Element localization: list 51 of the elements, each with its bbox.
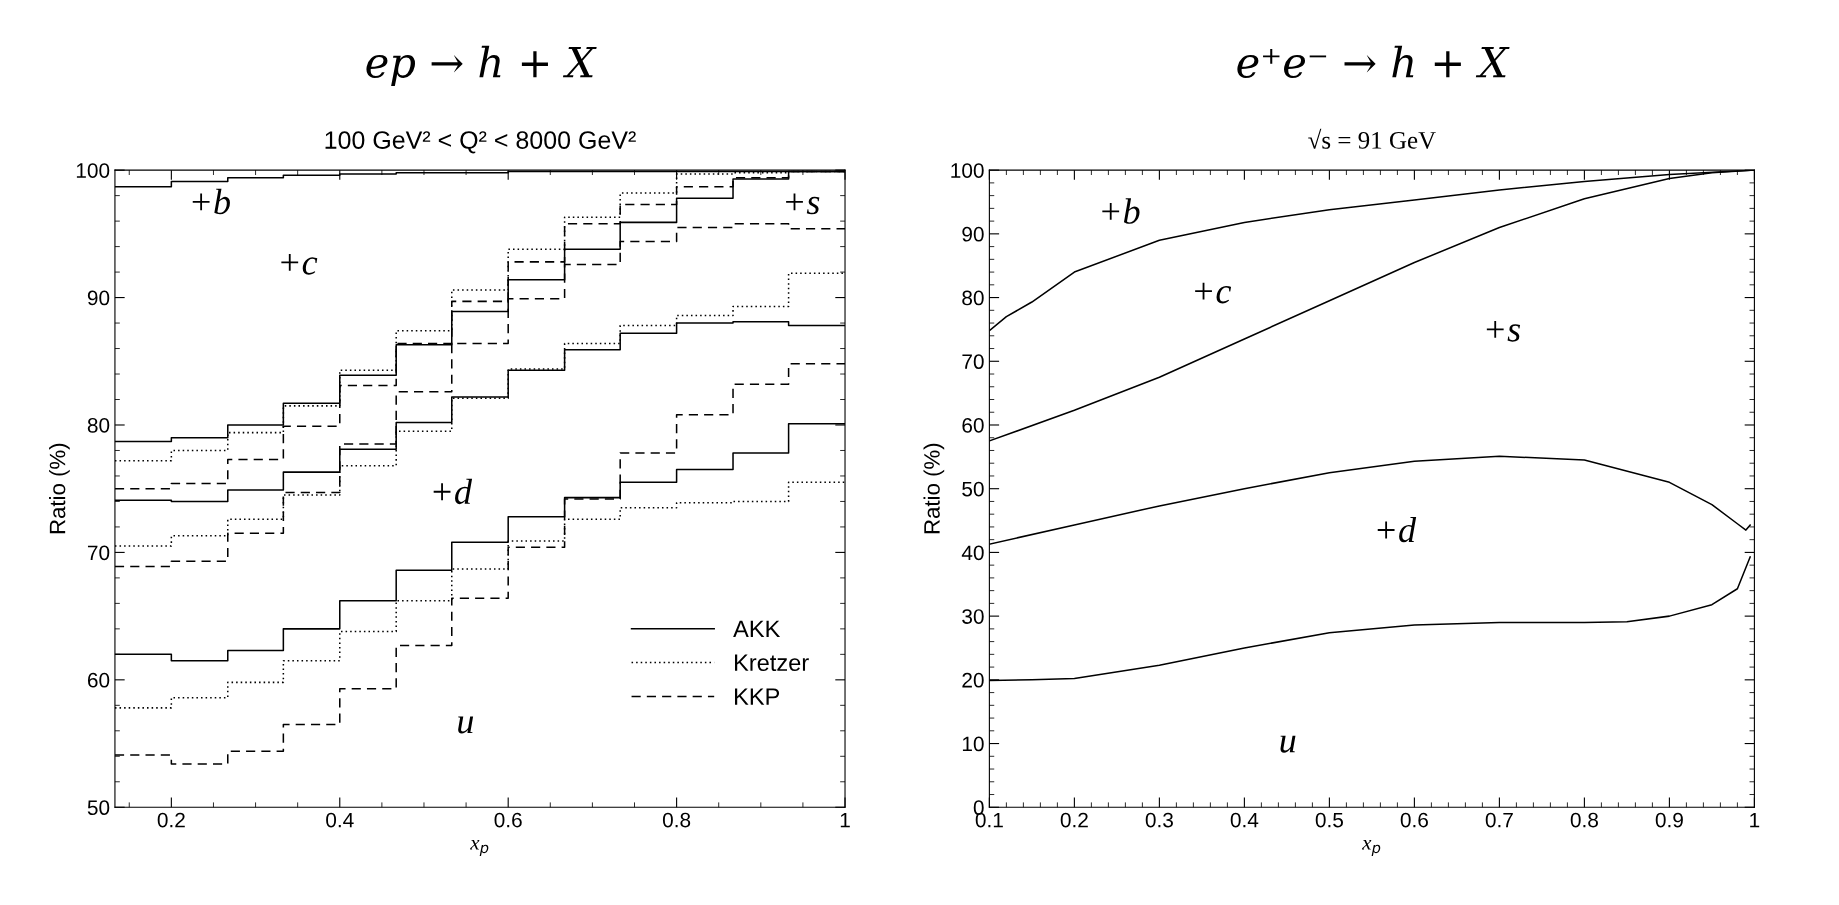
y-tick-label: 70 (87, 545, 110, 561)
chart-title: e⁺e⁻ → h + X (1237, 45, 1510, 78)
x-axis-title: x$_{p}$ (1361, 839, 1381, 856)
chart-title: ep → h + X (366, 45, 597, 86)
legend-label: Kretzer (735, 654, 809, 672)
x-tick-label: 0.4 (326, 812, 354, 828)
x-tick-label: 0.7 (1485, 812, 1513, 828)
x-tick-label: 0.3 (1145, 812, 1173, 828)
y-tick-label: 50 (87, 800, 110, 816)
annotation: +d (1377, 516, 1417, 543)
y-tick-label: 80 (962, 290, 984, 306)
x-tick-label: 0.4 (1230, 812, 1259, 828)
x-tick-label: 0.6 (494, 812, 522, 828)
annotation: +d (433, 478, 473, 505)
y-tick-label: 100 (951, 163, 984, 178)
y-tick-label: 80 (87, 417, 110, 433)
chart-subtitle: 100 GeV² < Q² < 8000 GeV² (325, 131, 636, 154)
annotation: +s (1486, 320, 1521, 342)
annotation: +c (281, 253, 318, 275)
x-tick-label: 0.6 (1400, 812, 1428, 828)
x-tick-label: 1 (1750, 812, 1760, 828)
y-tick-label: 40 (961, 545, 984, 561)
chart-subtitle: √s = 91 GeV (1308, 128, 1436, 149)
y-tick-label: 90 (962, 226, 984, 242)
x-axis-title: x$_{p}$ (470, 839, 489, 856)
annotation: +b (192, 188, 230, 215)
y-tick-label: 70 (962, 354, 984, 370)
x-tick-label: 1 (840, 812, 850, 828)
y-tick-label: 20 (962, 672, 984, 688)
x-tick-label: 0.2 (157, 812, 185, 828)
y-tick-label: 90 (87, 290, 110, 306)
y-tick-label: 100 (76, 163, 110, 178)
legend-label: AKK (733, 620, 781, 638)
annotation: u (458, 716, 474, 734)
x-tick-label: 0.2 (1060, 812, 1088, 828)
y-axis-title: Ratio (%) (49, 443, 70, 534)
x-tick-label: 0.9 (1655, 812, 1683, 828)
legend-label: KKP (735, 688, 780, 705)
annotation: +c (1195, 282, 1232, 304)
y-tick-label: 10 (962, 736, 984, 752)
y-tick-label: 60 (87, 672, 110, 688)
y-tick-label: 60 (962, 417, 984, 433)
annotation: u (1280, 735, 1296, 753)
x-tick-label: 0.5 (1315, 812, 1343, 828)
annotation: +s (786, 193, 820, 215)
y-axis-title: Ratio (%) (923, 443, 945, 534)
y-tick-label: 50 (962, 481, 984, 497)
x-tick-label: 0.8 (1570, 812, 1598, 828)
x-tick-label: 0.8 (662, 812, 691, 828)
annotation: +b (1102, 198, 1140, 224)
y-tick-label: 30 (962, 609, 984, 624)
